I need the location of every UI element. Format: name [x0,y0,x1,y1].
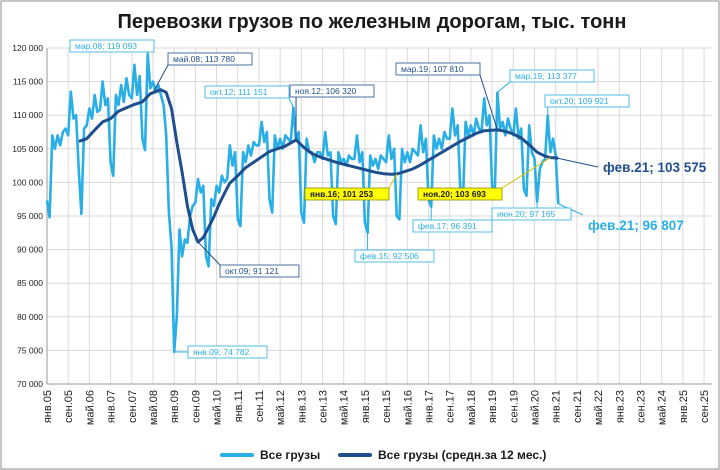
annotation-label: июн.20; 97 165 [497,209,556,219]
annotation-layer: мар.08; 119 093 май.08; 113 780 окт.12; 11… [69,39,707,359]
annotation-label: янв.16; 101 253 [310,189,373,199]
x-tick-label: май.12 [275,390,287,425]
x-tick-label: май.10 [212,390,224,425]
annotation-box [395,62,481,76]
x-tick-label: сен.17 [445,390,457,423]
annotation-label: окт.12; 111 151 [210,87,268,97]
annotation-leader [479,74,498,131]
x-tick-label: май.22 [593,390,605,425]
annotation-leader [558,157,599,168]
annotation-label: фев.21; 96 807 [588,218,684,233]
x-tick-label: сен.09 [190,390,202,423]
y-tick-label: 85 000 [17,278,43,288]
annotation-label: ноя.12; 106 320 [295,86,357,96]
annotation-box [289,84,375,98]
x-tick-label: сен.07 [127,390,139,423]
y-tick-label: 90 000 [17,245,43,255]
x-tick-label: янв.23 [614,390,626,423]
x-tick-label: янв.19 [487,390,499,423]
annotation-box [491,207,572,221]
annotation-box [204,85,290,99]
series-layer [45,52,560,354]
annotation-box [304,187,390,201]
annotation-label: май.08; 113 780 [173,54,235,64]
annotation-leader [152,64,169,93]
annotation-box [412,219,493,233]
x-tick-label: янв.13 [296,390,308,423]
annotation-label: фев.21; 103 575 [603,160,707,175]
x-tick-label: май.14 [339,390,351,425]
annotation-box [354,249,435,263]
y-tick-label: 75 000 [17,345,43,355]
x-tick-label: май.18 [466,390,478,425]
y-tick-label: 110 000 [13,110,43,120]
annotation-label: окт.20; 109 921 [550,96,609,106]
y-tick-label: 80 000 [17,312,43,322]
y-tick-label: 115 000 [13,77,43,87]
x-tick-label: май.08 [148,390,160,425]
annotation-box [187,345,268,359]
x-tick-label: сен.11 [254,390,266,422]
y-axis: 70 000 75 000 80 000 85 000 90 000 95 000 100 … [12,43,43,389]
x-tick-label: сен.05 [63,390,75,423]
x-tick-label: сен.23 [635,390,647,423]
x-axis: янв.05 сен.05 май.06 янв.07 сен.07 май.08 янв.… [42,48,712,425]
x-tick-label: янв.15 [360,390,372,423]
annotation-label: фев.17; 96 391 [418,221,477,231]
annotation-box [167,52,253,66]
x-tick-label: сен.19 [508,390,520,423]
annotation-label: ноя.20; 103 693 [423,189,486,199]
x-tick-label: янв.05 [42,390,54,423]
annotation-label: мар.19; 107 810 [401,64,464,74]
annotation-box [509,69,595,83]
x-tick-label: янв.11 [233,390,245,422]
x-tick-label: сен.21 [572,390,584,423]
x-tick-label: май.20 [529,390,541,425]
annotation-leader [388,173,398,189]
annotation-box [417,187,503,201]
annotation-label: янв.09; 74 782 [193,347,250,357]
x-tick-label: янв.21 [551,390,563,423]
x-tick-label: май.24 [657,390,669,425]
x-tick-label: янв.09 [169,390,181,423]
x-tick-label: сен.25 [699,390,711,423]
x-tick-label: май.06 [84,390,96,425]
annotation-box [219,264,300,278]
x-tick-label: янв.25 [678,390,690,423]
x-tick-label: май.16 [402,390,414,425]
y-tick-label: 95 000 [17,211,43,221]
x-tick-label: сен.15 [381,390,393,423]
y-tick-label: 105 000 [12,144,43,154]
series-line-avg [78,88,559,244]
annotation-leaders [147,52,599,353]
annotation-box [544,94,630,108]
annotation-leader [197,241,221,266]
x-tick-label: янв.17 [424,390,436,423]
y-tick-label: 70 000 [17,379,43,389]
annotation-label: мар.19; 113 377 [515,71,577,81]
x-tick-label: янв.07 [106,390,118,423]
annotation-label: фев.15; 92 506 [360,251,419,261]
annotation-leader [497,81,511,93]
legend-label-all: Все грузы [260,448,320,462]
y-tick-label: 120 000 [12,43,43,53]
annotation-leader [501,157,551,189]
annotation-box [69,39,155,53]
legend-label-avg: Все грузы (средн.за 12 мес.) [378,448,546,462]
chart-title: Перевозки грузов по железным дорогам, ты… [118,11,627,33]
legend: Все грузы Все грузы (средн.за 12 мес.) [220,448,546,462]
annotation-label: окт.09; 91 121 [225,266,279,276]
x-tick-label: сен.13 [318,390,330,423]
y-tick-label: 100 000 [12,177,43,187]
annotation-leader [288,97,294,108]
annotation-label: мар.08; 119 093 [75,41,137,51]
